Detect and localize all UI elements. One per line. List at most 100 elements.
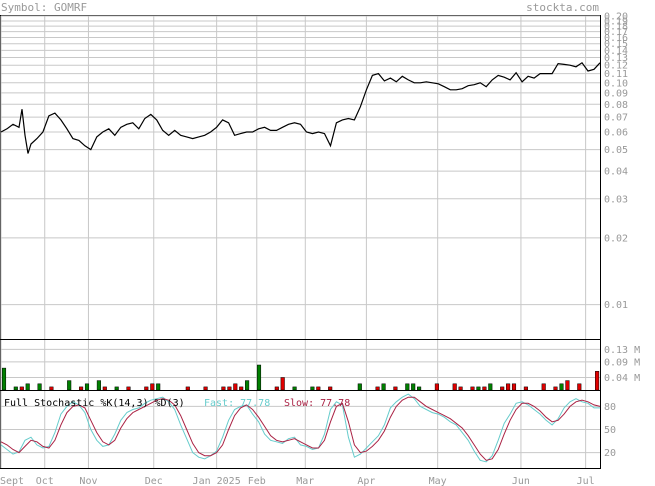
price-tick-label: 0.10 xyxy=(604,78,628,89)
volume-bar xyxy=(274,386,279,391)
volume-panel-frame xyxy=(0,339,601,391)
price-tick-label: 0.06 xyxy=(604,128,628,139)
volume-bar xyxy=(458,386,463,391)
volume-y-axis: 0.13 M0.09 M 0.04 M xyxy=(604,345,640,384)
volume-bar xyxy=(49,386,54,391)
price-tick-label: 0.08 xyxy=(604,100,628,111)
x-tick-label: Nov xyxy=(79,476,97,486)
volume-bar xyxy=(417,386,422,391)
volume-bar xyxy=(67,380,72,391)
stochastic-tick-label: 80 xyxy=(604,402,616,413)
volume-bar xyxy=(405,383,410,391)
price-y-axis: 0.200.190.180.170.160.150.140.130.120.11… xyxy=(604,12,628,312)
volume-bar xyxy=(393,386,398,391)
stochastic-grid xyxy=(0,391,600,468)
volume-bar xyxy=(375,386,380,391)
x-tick-label: Dec xyxy=(145,476,163,486)
volume-bar xyxy=(541,383,546,391)
volume-bar xyxy=(233,383,238,391)
price-tick-label: 0.02 xyxy=(604,233,628,244)
volume-bar xyxy=(203,386,208,391)
price-tick-label: 0.19 xyxy=(604,16,628,27)
price-tick-label: 0.14 xyxy=(604,46,628,57)
symbol-label: Symbol: GOMRF xyxy=(1,1,88,14)
volume-bar xyxy=(316,386,321,391)
volume-bar xyxy=(280,377,285,391)
price-tick-label: 0.07 xyxy=(604,113,628,124)
price-line xyxy=(0,61,601,154)
volume-bar xyxy=(482,386,487,391)
volume-bar xyxy=(470,386,475,391)
stochastic-slow-value: Slow: 77.78 xyxy=(284,398,350,409)
volume-bar xyxy=(511,383,517,391)
x-tick-label: May xyxy=(429,476,447,486)
volume-bar xyxy=(96,380,101,391)
volume-bar xyxy=(156,383,161,391)
volume-bar xyxy=(185,386,190,391)
volume-tick-label: 0.13 M xyxy=(604,345,640,356)
volume-bar xyxy=(126,386,131,391)
volume-bar xyxy=(79,386,84,391)
price-tick-label: 0.03 xyxy=(604,194,628,205)
price-tick-label: 0.18 xyxy=(604,22,628,33)
volume-bar xyxy=(25,383,30,391)
volume-bar xyxy=(102,386,107,391)
volume-bar xyxy=(144,386,149,391)
volume-bar xyxy=(1,367,7,391)
volume-bar xyxy=(227,386,232,391)
stochastic-slow-line xyxy=(0,396,601,461)
price-tick-label: 0.04 xyxy=(604,167,628,178)
volume-bar xyxy=(488,383,493,391)
volume-bar xyxy=(565,380,570,391)
price-tick-label: 0.17 xyxy=(604,27,628,38)
volume-bar xyxy=(577,383,582,391)
x-tick-label: Apr xyxy=(357,476,375,486)
volume-bar xyxy=(84,383,90,391)
x-tick-label: Sept xyxy=(0,476,24,486)
price-tick-label: 0.09 xyxy=(604,88,628,99)
volume-bar xyxy=(452,383,457,391)
volume-bar xyxy=(553,386,558,391)
volume-bar xyxy=(310,386,315,391)
volume-grid xyxy=(0,340,600,390)
x-tick-label: Feb xyxy=(248,476,266,486)
volume-bar xyxy=(245,380,250,391)
price-tick-label: 0.01 xyxy=(604,300,628,311)
volume-bar xyxy=(292,386,297,391)
volume-bar xyxy=(357,383,362,391)
x-tick-label: Jul xyxy=(577,476,595,486)
price-tick-label: 0.12 xyxy=(604,61,628,72)
stochastic-tick-label: 20 xyxy=(604,448,616,459)
x-tick-label: Jun xyxy=(512,476,530,486)
volume-bar xyxy=(328,386,333,391)
x-axis-labels: Sept Oct Nov Dec Jan 2025 Feb Mar Apr May Jun Jul xyxy=(0,476,595,486)
volume-bar xyxy=(434,383,439,391)
volume-bar xyxy=(500,386,505,391)
price-tick-label: 0.16 xyxy=(604,33,628,44)
x-tick-label: Oct xyxy=(36,476,54,486)
volume-bar xyxy=(239,386,244,391)
volume-bar xyxy=(221,386,226,391)
volume-bar xyxy=(114,386,119,391)
x-tick-label: Mar xyxy=(296,476,314,486)
volume-bar xyxy=(411,383,416,391)
price-panel-frame xyxy=(0,15,601,340)
price-tick-label: 0.11 xyxy=(604,69,628,80)
volume-bar xyxy=(381,383,386,391)
volume-bar xyxy=(506,383,511,391)
volume-bar xyxy=(19,386,24,391)
stochastic-y-axis: 80 50 20 xyxy=(604,402,616,459)
price-tick-label: 0.13 xyxy=(604,53,628,64)
volume-bar xyxy=(256,364,262,391)
volume-bar xyxy=(150,383,155,391)
volume-tick-label: 0.04 M xyxy=(604,373,640,384)
volume-tick-label: 0.09 M xyxy=(604,357,640,368)
stochastic-title: Full Stochastic %K(14,3) %D(3) xyxy=(4,398,185,409)
stochastic-tick-label: 50 xyxy=(604,425,616,436)
price-tick-label: 0.15 xyxy=(604,39,628,50)
price-tick-label: 0.05 xyxy=(604,145,628,156)
volume-bar xyxy=(523,386,528,391)
volume-bar xyxy=(13,386,18,391)
price-grid xyxy=(0,15,600,339)
